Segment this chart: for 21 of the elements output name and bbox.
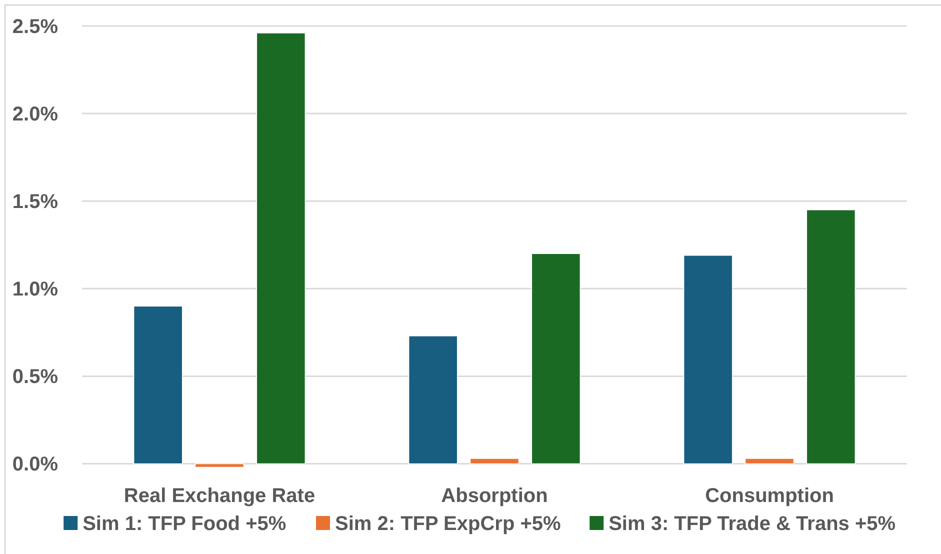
bar <box>194 463 244 468</box>
y-tick-label: 1.0% <box>12 278 58 301</box>
bar <box>683 255 733 464</box>
legend-label: Sim 1: TFP Food +5% <box>82 513 286 535</box>
y-tick-label: 2.0% <box>12 104 58 126</box>
bar <box>133 306 183 464</box>
x-tick-label: Absorption <box>441 485 548 507</box>
bar <box>470 458 520 464</box>
bar <box>256 32 306 464</box>
bar <box>806 209 856 464</box>
bar <box>531 253 581 464</box>
legend-label: Sim 2: TFP ExpCrp +5% <box>335 513 562 535</box>
y-tick-label: 2.5% <box>12 16 58 38</box>
x-tick-label: Consumption <box>705 485 834 507</box>
y-tick-label: 0.5% <box>12 366 58 388</box>
legend-label: Sim 3: TFP Trade & Trans +5% <box>608 513 896 535</box>
y-tick-label: 1.5% <box>12 191 58 214</box>
bar <box>408 336 458 464</box>
x-tick-label: Real Exchange Rate <box>124 485 316 507</box>
y-tick-label: 0.0% <box>12 454 58 476</box>
bar <box>744 458 794 464</box>
